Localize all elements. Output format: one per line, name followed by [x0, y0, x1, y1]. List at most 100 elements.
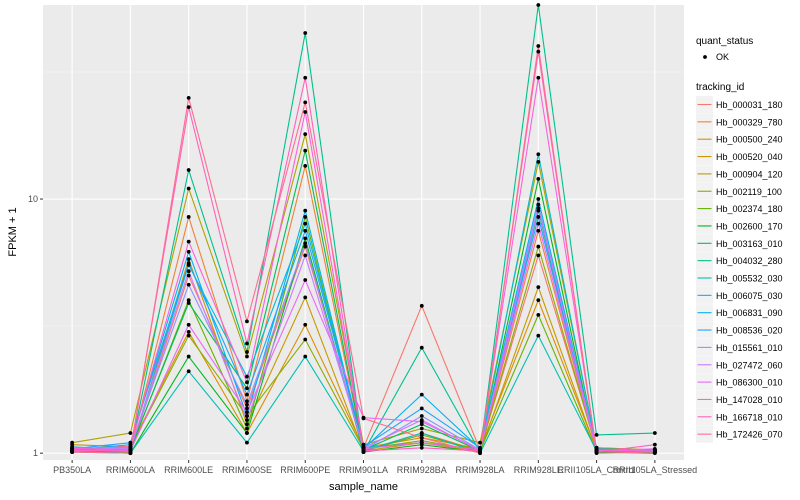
- data-point: [361, 449, 366, 453]
- data-point: [419, 431, 424, 435]
- data-point: [245, 319, 249, 324]
- data-point: [245, 418, 249, 422]
- data-point: [303, 221, 308, 226]
- data-point: [245, 399, 249, 404]
- data-point: [303, 278, 308, 282]
- data-point: [419, 435, 424, 440]
- legend-item-label: Hb_008536_020: [716, 326, 783, 336]
- data-point: [245, 354, 249, 359]
- data-point: [419, 345, 424, 350]
- data-point: [186, 273, 191, 278]
- data-point: [245, 392, 249, 397]
- legend-item-label: Hb_002600_170: [716, 221, 783, 231]
- data-point: [303, 215, 308, 219]
- data-point: [536, 285, 541, 290]
- data-point: [419, 419, 424, 424]
- data-point: [478, 440, 482, 445]
- data-point: [186, 105, 191, 109]
- data-point: [186, 330, 191, 334]
- data-point: [303, 236, 308, 241]
- x-tick-label: PB350LA: [53, 465, 91, 475]
- data-point: [536, 228, 541, 233]
- legend-item-label: Hb_006075_030: [716, 291, 783, 301]
- x-tick-label: RRIM600LE: [164, 465, 213, 475]
- data-point: [186, 261, 191, 265]
- data-point: [186, 168, 191, 172]
- x-tick-label: RRIM600PE: [280, 465, 330, 475]
- data-point: [303, 244, 308, 249]
- legend-item-label: Hb_147028_010: [716, 395, 783, 405]
- data-point: [245, 414, 249, 418]
- legend-item-label: Hb_000500_240: [716, 135, 783, 145]
- data-point: [186, 333, 191, 338]
- data-point: [536, 159, 541, 164]
- data-point: [245, 431, 249, 435]
- data-point: [536, 221, 541, 226]
- data-point: [303, 164, 308, 168]
- data-point: [245, 410, 249, 415]
- legend-point-key: [703, 55, 707, 59]
- point-legend-title: quant_status: [696, 36, 753, 47]
- legend-item-label: Hb_027472_060: [716, 360, 783, 370]
- data-point: [128, 451, 133, 456]
- data-point: [186, 354, 191, 359]
- data-point: [536, 253, 541, 258]
- data-point: [245, 350, 249, 354]
- legend-item-label: Hb_015561_010: [716, 343, 783, 353]
- data-point: [186, 95, 191, 100]
- legend-item-label: Hb_002119_100: [716, 187, 782, 197]
- data-point: [419, 406, 424, 411]
- legend-item-label: Hb_000329_780: [716, 117, 783, 127]
- data-point: [70, 440, 75, 445]
- data-point: [303, 354, 308, 359]
- data-point: [303, 132, 308, 137]
- data-point: [652, 450, 657, 454]
- x-tick-label: RRIM600LA: [106, 465, 155, 475]
- data-point: [186, 257, 191, 262]
- data-point: [536, 44, 541, 48]
- y-axis-title: FPKM + 1: [7, 207, 19, 256]
- data-point: [478, 451, 482, 456]
- data-point: [419, 440, 424, 445]
- data-point: [186, 269, 191, 274]
- x-tick-label: RRIM928LE: [514, 465, 563, 475]
- data-point: [186, 298, 191, 303]
- data-point: [536, 75, 541, 80]
- data-point: [303, 295, 308, 300]
- data-point: [245, 440, 249, 445]
- legend-item-label: Hb_003163_010: [716, 239, 783, 249]
- data-point: [536, 202, 541, 207]
- legend-item-label: Hb_005532_030: [716, 274, 783, 284]
- data-point: [361, 416, 366, 421]
- x-tick-label: RRIM928LA: [456, 465, 505, 475]
- legend-item-label: Hb_006831_090: [716, 308, 783, 318]
- data-point: [536, 152, 541, 157]
- data-point: [303, 75, 308, 80]
- y-tick-label: 1: [33, 448, 38, 458]
- data-point: [245, 402, 249, 407]
- axes: 1 10 PB350LA RRIM600LA RRIM600LE RRIM600SE RRI…: [28, 194, 697, 475]
- data-point: [245, 406, 249, 411]
- data-point: [536, 298, 541, 303]
- data-point: [419, 445, 424, 450]
- color-legend-title: tracking_id: [696, 82, 744, 93]
- data-point: [536, 244, 541, 249]
- data-point: [652, 442, 657, 447]
- data-point: [303, 208, 308, 213]
- data-point: [536, 177, 541, 181]
- x-tick-label: RRII105LA_Stressed: [613, 465, 698, 475]
- data-point: [536, 206, 541, 211]
- data-point: [536, 49, 541, 54]
- data-point: [245, 422, 249, 427]
- data-point: [186, 249, 191, 254]
- data-point: [419, 392, 424, 397]
- x-tick-label: RRIM600SE: [222, 465, 272, 475]
- data-point: [186, 239, 191, 244]
- legend-item-label: Hb_000520_040: [716, 152, 783, 162]
- data-point: [186, 186, 191, 191]
- data-point: [303, 253, 308, 258]
- legend-item-label: Hb_166718_010: [716, 412, 783, 422]
- data-point: [128, 448, 133, 452]
- data-point: [419, 414, 424, 418]
